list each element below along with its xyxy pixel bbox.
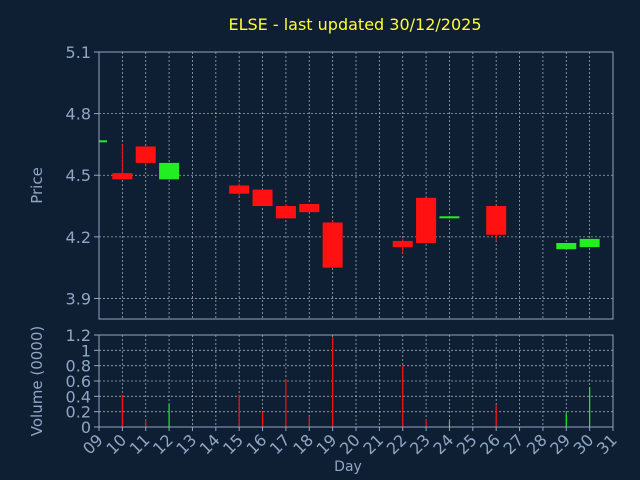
candle-body: [439, 216, 460, 219]
candle-body: [486, 206, 507, 235]
price-tick-label: 4.5: [66, 166, 91, 185]
volume-tick-label: 0.2: [66, 403, 91, 422]
candle-body: [579, 238, 600, 248]
candle-body: [299, 203, 320, 213]
candle: [556, 243, 577, 250]
volume-tick-label: 1: [81, 341, 91, 360]
candle-body: [556, 243, 577, 250]
candle-body: [99, 140, 107, 143]
volume-axis-label: Volume (0000): [28, 326, 46, 436]
price-tick-label: 4.2: [66, 228, 91, 247]
candle: [275, 203, 296, 219]
candle: [299, 203, 320, 213]
candlestick-series: [98, 138, 600, 268]
price-tick-label: 3.9: [66, 289, 91, 308]
candle: [416, 197, 437, 244]
volume-tick-label: 0: [81, 418, 91, 437]
candle: [392, 238, 413, 254]
candle-body: [392, 240, 413, 248]
candle: [112, 144, 133, 180]
price-axis-label: Price: [28, 167, 46, 204]
candle-body: [322, 222, 343, 268]
candle: [229, 183, 250, 196]
volume-bar-series: [121, 337, 591, 427]
day-tick-labels: 0910111213141516171819202122232425262728…: [79, 427, 621, 458]
candle: [579, 238, 600, 248]
volume-tick-label: 0.8: [66, 357, 91, 376]
price-tick-labels: 3.9 4.2 4.5 4.8 5.1: [66, 43, 99, 308]
chart-title: ELSE - last updated 30/12/2025: [228, 15, 481, 34]
volume-tick-label: 0.4: [66, 387, 91, 406]
day-tick-label: 31: [593, 430, 621, 458]
candle-body: [159, 162, 180, 180]
candle: [98, 138, 107, 143]
price-tick-label: 5.1: [66, 43, 91, 62]
candle: [486, 206, 507, 241]
candle-body: [229, 185, 250, 194]
price-grid: [99, 52, 613, 319]
candle-body: [135, 146, 156, 163]
candle-body: [112, 173, 133, 180]
candle: [252, 189, 273, 207]
price-tick-label: 4.8: [66, 105, 91, 124]
candle-body: [416, 197, 437, 244]
candle: [159, 162, 180, 180]
volume-tick-labels: 00.20.40.60.811.2: [66, 326, 99, 437]
candle: [439, 216, 460, 219]
candle-body: [252, 189, 273, 207]
candle-body: [275, 206, 296, 219]
candle: [322, 220, 343, 268]
volume-tick-label: 1.2: [66, 326, 91, 345]
day-axis-label: Day: [334, 459, 362, 475]
volume-grid: [99, 335, 613, 427]
price-panel-frame: [98, 51, 614, 320]
volume-tick-label: 0.6: [66, 372, 91, 391]
candle: [135, 146, 156, 165]
volume-panel-frame: [98, 334, 614, 428]
